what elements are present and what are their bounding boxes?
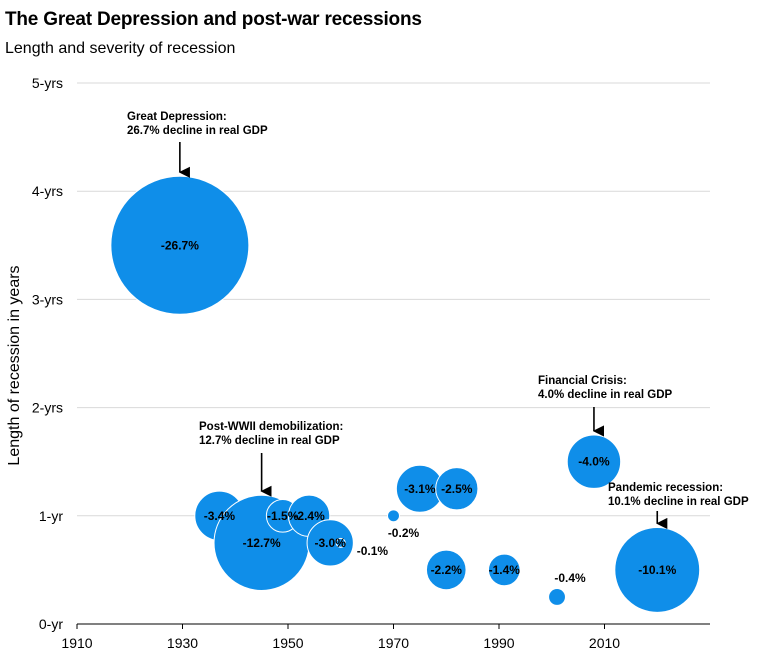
y-axis-title: Length of recession in years [6,265,23,465]
y-tick-label: 5-yrs [32,75,63,91]
y-tick-label: 2-yrs [32,400,63,416]
bubble-label: -2.2% [431,563,463,577]
bubble-label: -12.7% [243,536,281,550]
annotation-pandemic: Pandemic recession: 10.1% decline in real… [608,482,749,530]
bubble-label: -10.1% [638,563,676,577]
bubble-label: -0.4% [554,571,586,585]
x-tick-label: 1950 [272,635,303,651]
bubble [435,467,479,511]
x-tick-label: 1910 [61,635,92,651]
bubble [387,509,400,523]
x-tick-label: 2010 [589,635,620,651]
bubble-label: -0.2% [388,526,420,540]
annotation-text: Great Depression: [127,111,227,123]
chart-title: The Great Depression and post-war recess… [5,9,422,30]
annotation-layer: Great Depression: 26.7% decline in real G… [127,111,749,530]
annotation-text: Post-WWII demobilization: [199,421,343,433]
annotation-text: 26.7% decline in real GDP [127,125,268,137]
annotation-text: Financial Crisis: [538,375,627,387]
annotation-text: 10.1% decline in real GDP [608,496,749,508]
annotation-post-wwii: Post-WWII demobilization: 12.7% decline i… [199,421,343,497]
x-tick-label: 1990 [483,635,514,651]
bubble-label: -0.1% [357,544,389,558]
bubble-label: -3.4% [204,509,236,523]
y-tick-label: 1-yr [39,508,63,524]
bubble [487,553,521,587]
bubble-label: -3.0% [315,536,347,550]
bubble [306,519,354,567]
annotation-great-depression: Great Depression: 26.7% decline in real G… [127,111,268,178]
bubble [548,588,566,606]
annotation-financial-crisis: Financial Crisis: 4.0% decline in real GD… [538,375,673,437]
annotation-text: Pandemic recession: [608,482,723,494]
y-tick-label: 0-yr [39,616,63,632]
chart-subtitle: Length and severity of recession [5,40,236,57]
bubble-label: -4.0% [578,455,610,469]
bubble-label: -1.5% [267,509,299,523]
bubble-layer [110,175,701,613]
bubble [425,549,467,591]
x-tick-label: 1930 [167,635,198,651]
y-tick-label: 3-yrs [32,291,63,307]
bubble-label: -2.4% [293,509,325,523]
axis-layer: 0-yr 1-yr 2-yrs 3-yrs 4-yrs 5-yrs 1910 1930 1950… [6,75,710,651]
y-tick-label: 4-yrs [32,183,63,199]
x-tick-label: 1970 [378,635,409,651]
annotation-text: 12.7% decline in real GDP [199,435,340,447]
label-layer: -26.7% -3.4% -12.7% -1.5%-2.4% -3.0% -0.1% -0.… [161,238,677,585]
annotation-text: 4.0% decline in real GDP [538,389,673,401]
bubble-label: -2.5% [441,482,473,496]
bubble-label: -26.7% [161,238,199,252]
bubble [335,537,346,548]
bubble-label: -3.1% [404,482,436,496]
bubble-label: -1.4% [489,563,521,577]
